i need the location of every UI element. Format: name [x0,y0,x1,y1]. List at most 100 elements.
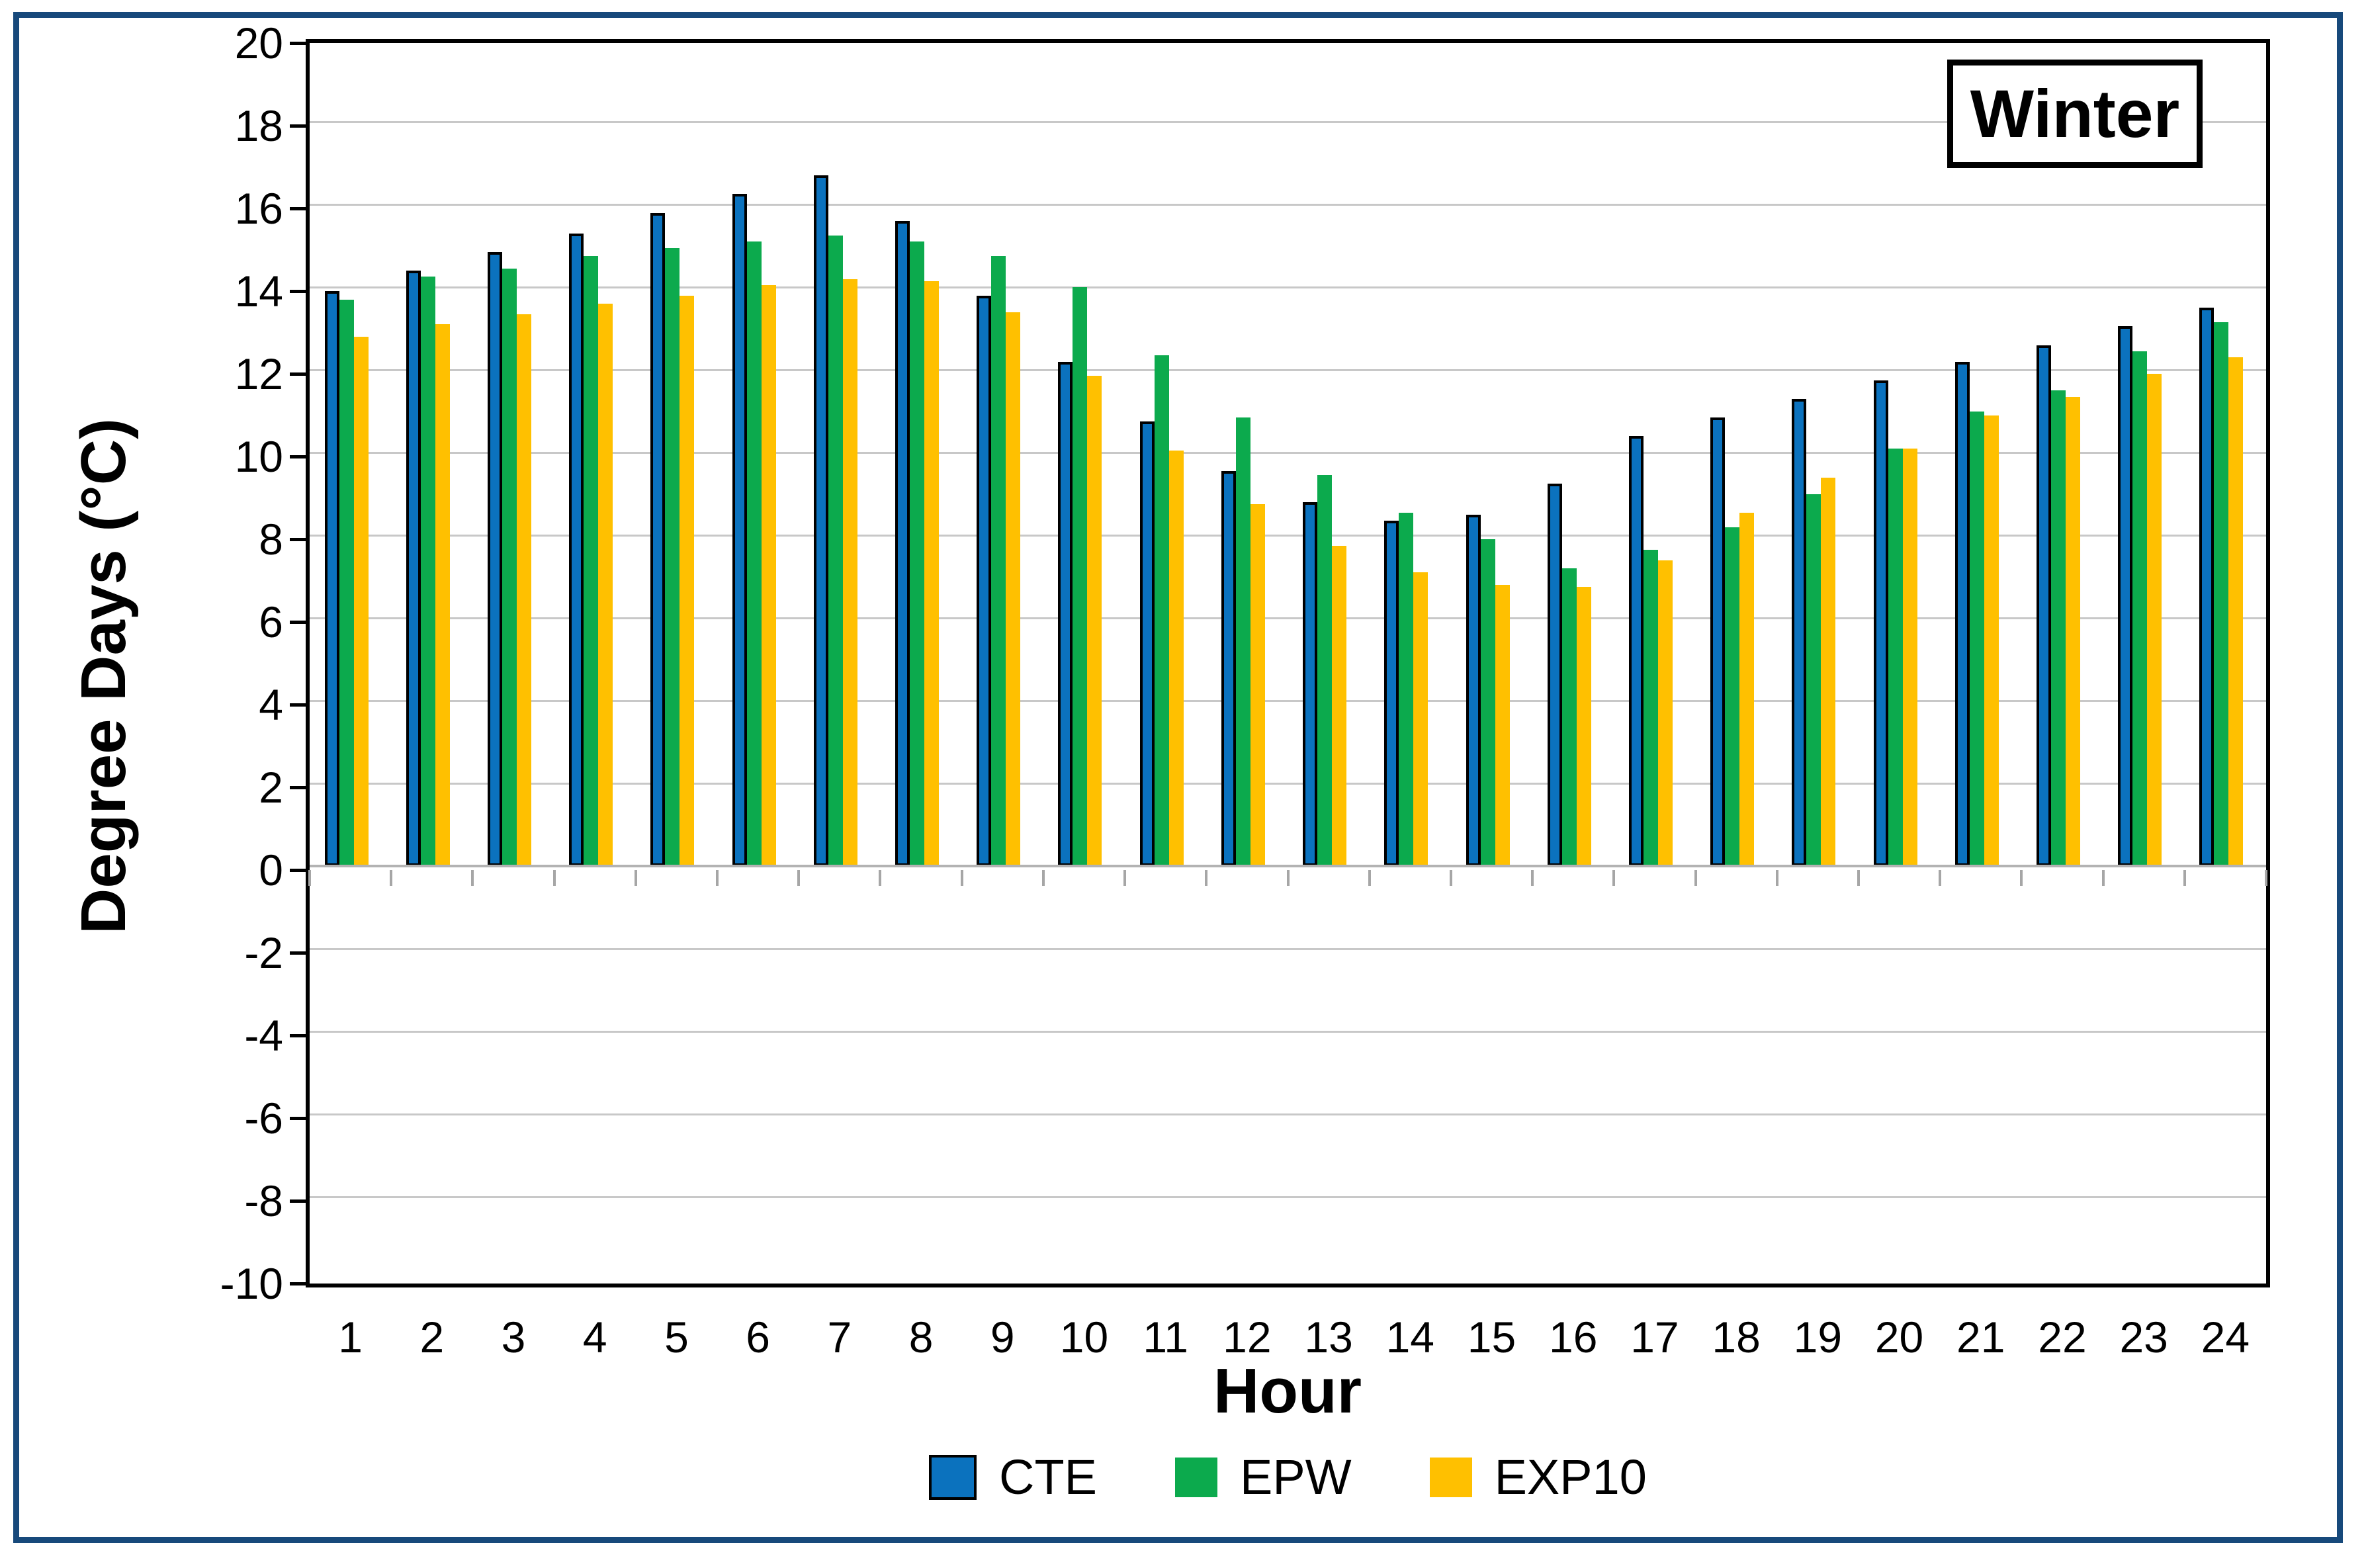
category-tick [2101,870,2105,886]
y-tick-8 [290,537,306,541]
x-tick-label-19: 19 [1793,1313,1843,1362]
bar-epw-hour-1 [339,299,354,866]
category-tick [2265,870,2267,886]
legend-label-epw: EPW [1240,1450,1352,1504]
bar-exp10-hour-20 [1902,448,1917,866]
bar-cte-hour-7 [813,175,828,866]
bar-exp10-hour-8 [924,281,940,866]
bar-exp10-hour-19 [1821,477,1836,866]
bar-exp10-hour-14 [1413,572,1428,866]
bar-epw-hour-2 [420,277,435,866]
bar-cte-hour-8 [895,221,910,866]
y-tick-label-0: 0 [259,846,283,894]
bar-cte-hour-20 [1873,380,1888,866]
legend-label-exp10: EXP10 [1494,1450,1647,1504]
legend-item-exp10: EXP10 [1429,1449,1647,1505]
x-tick-label-9: 9 [990,1313,1015,1362]
category-tick [634,870,637,886]
category-tick [1939,870,1942,886]
category-tick [2183,870,2186,886]
bar-exp10-hour-5 [680,295,695,866]
legend-swatch-epw [1175,1457,1218,1497]
category-tick [716,870,719,886]
bar-cte-hour-24 [2199,308,2215,866]
category-tick [1123,870,1127,886]
y-tick-0 [290,868,306,872]
bar-epw-hour-20 [1888,448,1903,866]
y-tick-label--6: -6 [244,1094,283,1143]
y-tick-label-18: 18 [234,101,283,150]
gridline-10 [310,451,2266,454]
y-tick-label-14: 14 [234,267,283,316]
winter-annotation-box: Winter [1947,60,2203,168]
bar-cte-hour-21 [1954,361,1970,866]
x-tick-label-15: 15 [1467,1313,1516,1362]
y-tick-label--8: -8 [244,1176,283,1225]
bar-cte-hour-1 [324,291,339,866]
bar-epw-hour-18 [1725,527,1740,866]
gridline-2 [310,782,2266,785]
x-tick-label-12: 12 [1223,1313,1272,1362]
bar-cte-hour-17 [1628,436,1644,866]
y-tick-2 [290,785,306,789]
x-tick-label-21: 21 [1956,1313,2005,1362]
bar-exp10-hour-17 [1657,560,1673,866]
bar-epw-hour-22 [2050,390,2066,866]
x-tick-label-5: 5 [664,1313,689,1362]
y-tick-12 [290,372,306,376]
bar-epw-hour-19 [1806,494,1821,866]
category-tick [471,870,474,886]
x-tick-label-2: 2 [419,1313,445,1362]
gridline--4 [310,1030,2266,1033]
bar-epw-hour-17 [1643,549,1658,866]
category-tick [1531,870,1534,886]
x-tick-label-20: 20 [1874,1313,1924,1362]
category-tick [1449,870,1452,886]
bar-exp10-hour-15 [1495,585,1510,866]
bar-exp10-hour-9 [1006,312,1021,866]
y-tick-label-6: 6 [259,597,283,646]
gridline-14 [310,286,2266,288]
bar-epw-hour-8 [910,241,925,866]
bar-exp10-hour-2 [435,324,450,866]
gridline--6 [310,1113,2266,1115]
y-tick-4 [290,703,306,707]
bar-exp10-hour-4 [598,304,613,866]
bar-cte-hour-4 [569,233,584,866]
category-tick [1857,870,1860,886]
bar-cte-hour-10 [1058,361,1073,866]
x-tick-label-16: 16 [1549,1313,1598,1362]
bar-cte-hour-3 [488,251,503,866]
y-tick-label--2: -2 [244,928,283,977]
x-tick-label-8: 8 [908,1313,934,1362]
plot-area [306,39,2270,1287]
gridline--2 [310,947,2266,950]
bar-cte-hour-16 [1547,483,1562,866]
bar-cte-hour-18 [1710,417,1726,866]
category-tick [1205,870,1208,886]
x-tick-label-14: 14 [1385,1313,1435,1362]
x-tick-label-17: 17 [1630,1313,1679,1362]
winter-annotation-label: Winter [1970,75,2180,152]
x-tick-label-24: 24 [2201,1313,2250,1362]
y-tick-6 [290,620,306,624]
legend-label-cte: CTE [999,1450,1098,1504]
bar-exp10-hour-24 [2228,357,2244,866]
y-tick-label--4: -4 [244,1011,283,1060]
y-tick-18 [290,124,306,128]
gridline-18 [310,120,2266,123]
bar-cte-hour-15 [1466,514,1481,866]
bar-exp10-hour-13 [1332,545,1347,866]
legend: CTE EPW EXP10 [310,1449,2266,1505]
x-axis-title: Hour [1213,1356,1362,1426]
bar-cte-hour-13 [1303,502,1318,866]
y-tick-label-16: 16 [234,184,283,233]
y-tick--6 [290,1116,306,1120]
x-tick-label-6: 6 [746,1313,770,1362]
y-tick-label-4: 4 [259,680,283,729]
bar-exp10-hour-16 [1576,587,1591,866]
gridline-4 [310,699,2266,702]
y-tick--8 [290,1199,306,1203]
legend-item-epw: EPW [1175,1449,1352,1505]
